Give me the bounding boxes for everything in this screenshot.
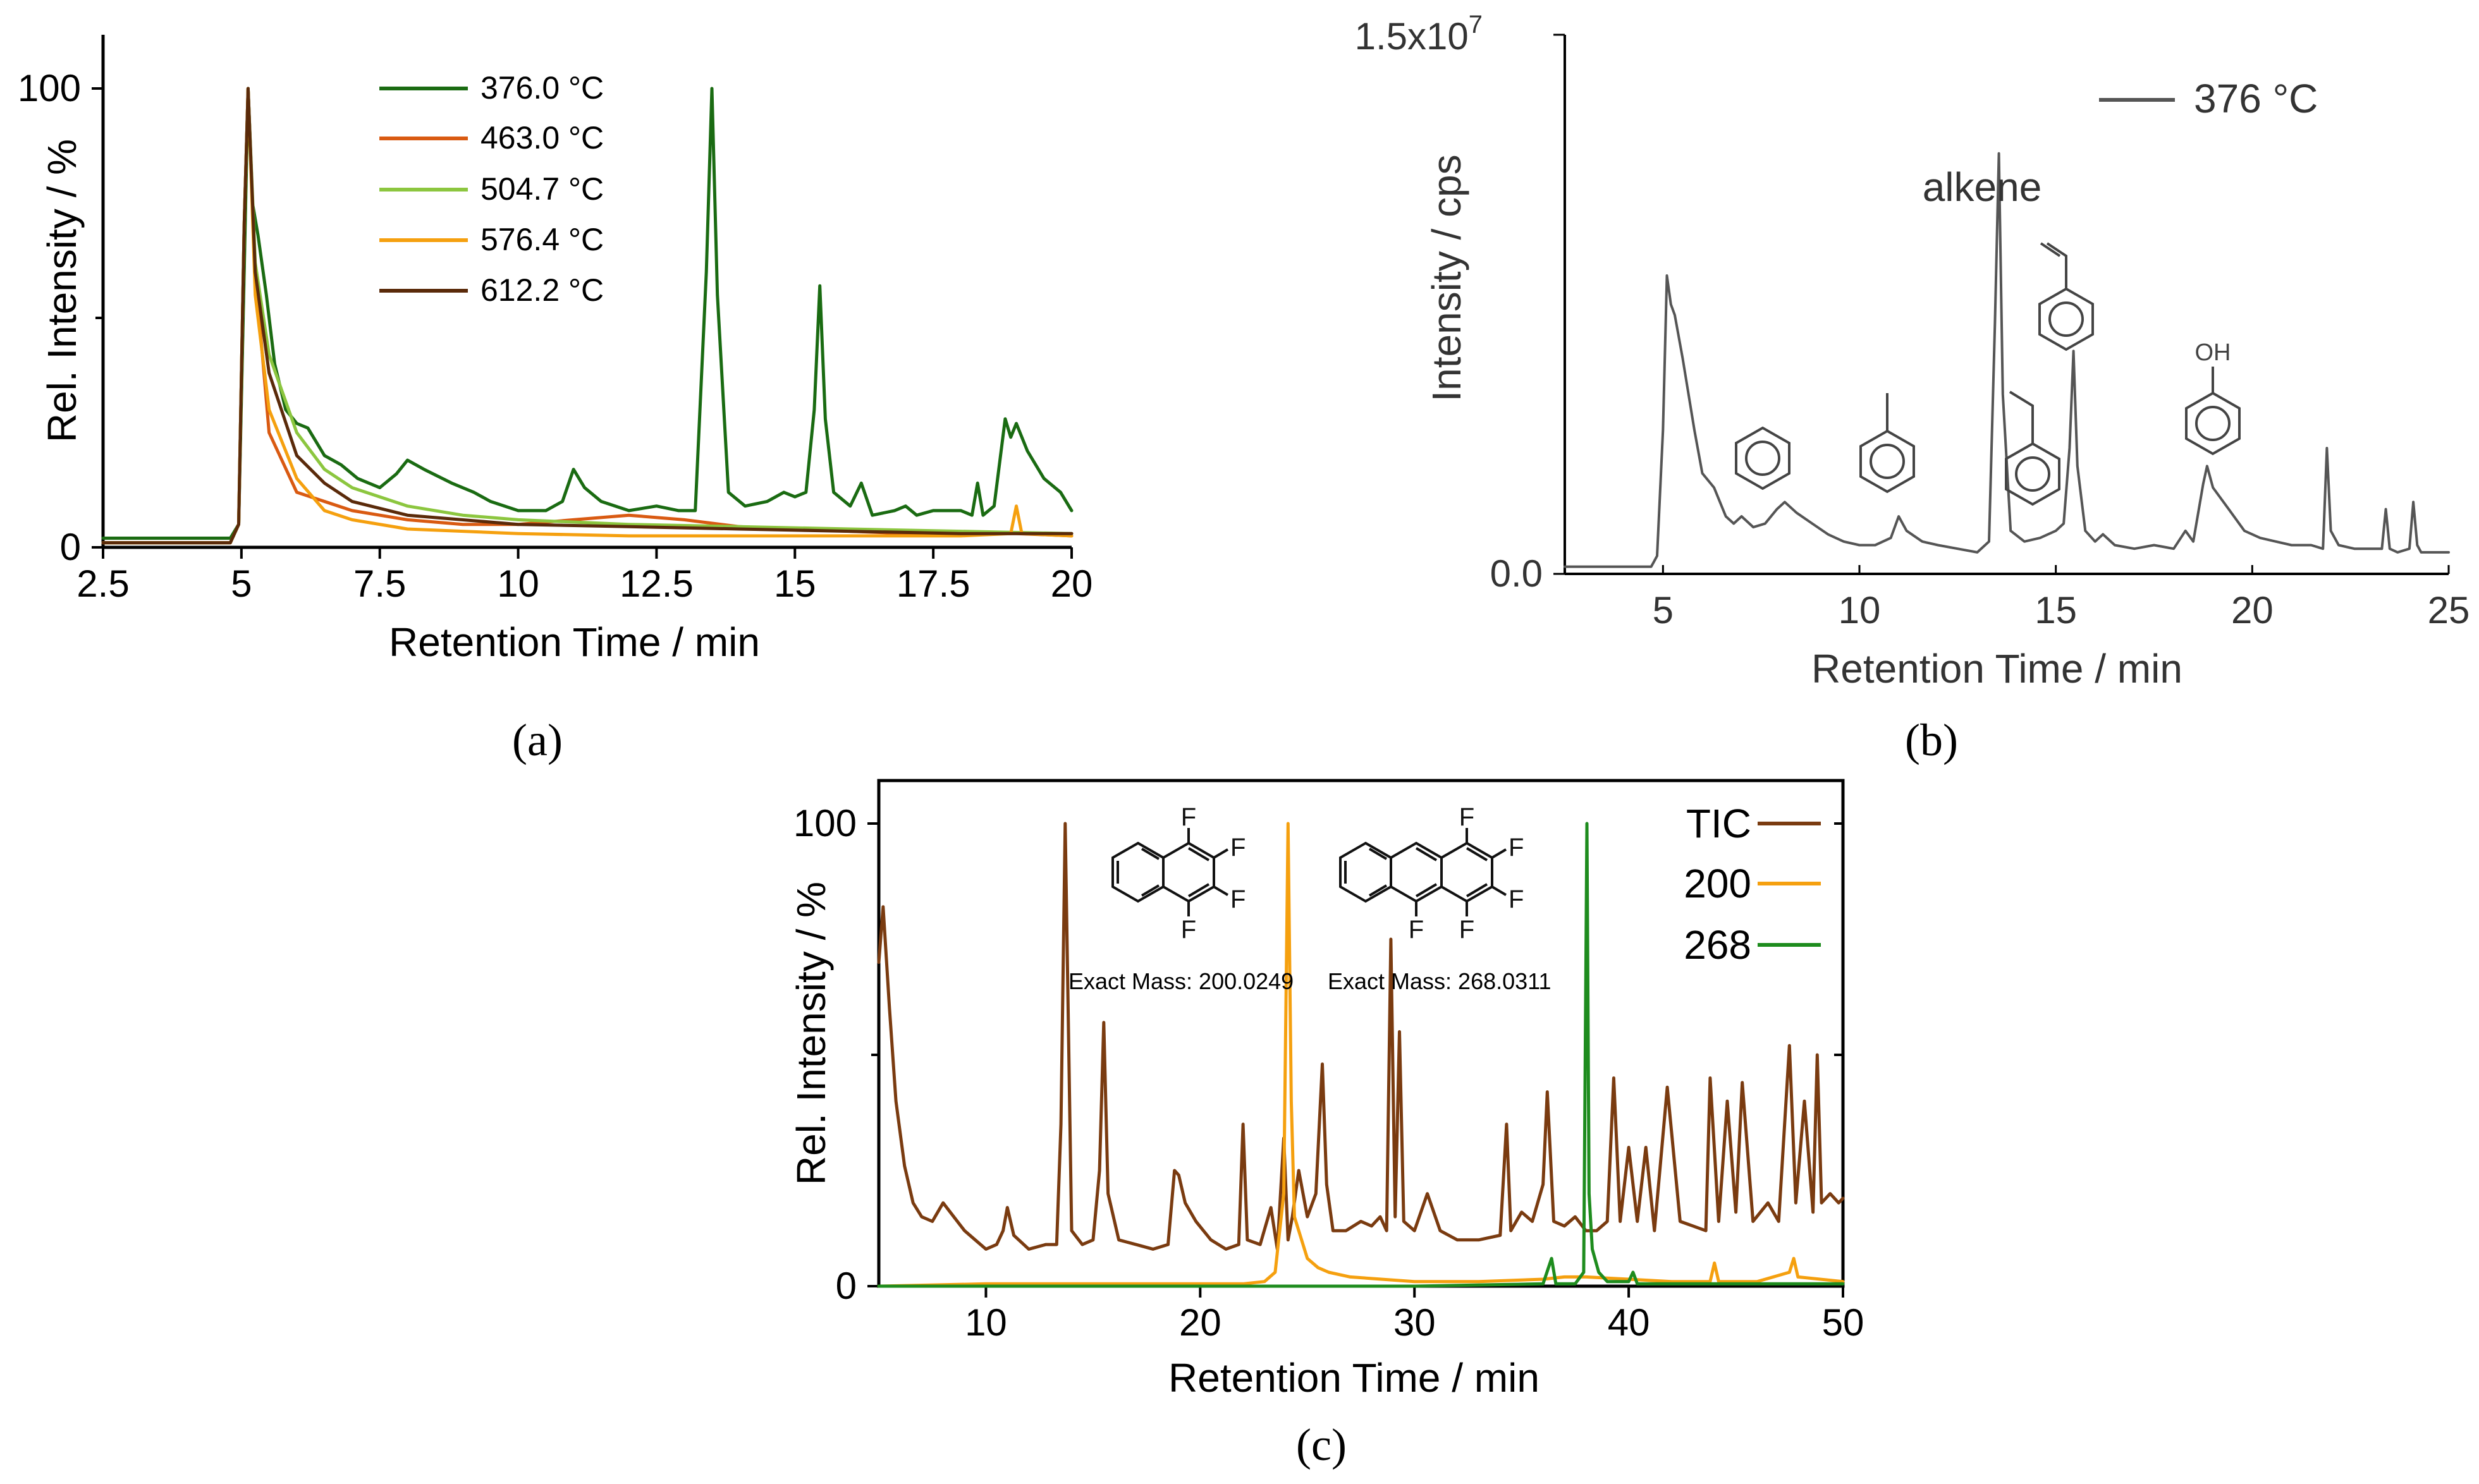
panel-a-label: (a) xyxy=(512,715,563,765)
series-line-268 xyxy=(877,822,1845,1288)
tetrafluoronaphthalene-structure: F F F F xyxy=(1111,803,1246,944)
atom-label-f: F xyxy=(1181,803,1196,831)
legend-label-612: 612.2 °C xyxy=(480,272,604,308)
legend-label-376: 376.0 °C xyxy=(480,70,604,106)
panel-c-legend: TIC 200 268 xyxy=(1684,801,1821,968)
panel-b-ticks: 5 10 15 20 25 0.0 xyxy=(1490,33,2470,631)
ethylbenzene-structure xyxy=(2005,391,2060,506)
annotation-exact-mass-200: Exact Mass: 200.0249 xyxy=(1068,968,1294,994)
panel-c-label: (c) xyxy=(1296,1420,1347,1470)
x-tick-label: 7.5 xyxy=(353,563,406,605)
panel-b-label: (b) xyxy=(1905,715,1958,765)
panel-c-x-axis-title: Retention Time / min xyxy=(1168,1355,1539,1401)
panel-b-ytick-top-exponent: 7 xyxy=(1469,11,1483,39)
series-line-tic xyxy=(877,822,1845,1251)
series-line-200 xyxy=(877,822,1845,1288)
panel-c-frame xyxy=(877,779,1845,1288)
y-tick-label: 100 xyxy=(18,67,81,109)
legend-label-b-376: 376 °C xyxy=(2194,76,2318,121)
atom-label-f: F xyxy=(1409,916,1424,944)
x-tick-label: 5 xyxy=(231,563,252,605)
x-tick-label: 10 xyxy=(497,563,539,605)
legend-label-tic: TIC xyxy=(1686,801,1751,846)
y-tick-label: 0.0 xyxy=(1490,552,1543,595)
legend-label-504: 504.7 °C xyxy=(480,171,604,207)
panel-a-y-axis-title: Rel. Intensity / % xyxy=(39,139,85,442)
series-line-576-4-c xyxy=(101,87,1074,545)
panel-b-chart: 5 10 15 20 25 0.0 1.5x107 Retention Time / mi… xyxy=(1355,11,2470,765)
panel-a-ticks: 2.5 5 7.5 10 12.5 15 17.5 20 0 100 xyxy=(18,67,1093,605)
annotation-exact-mass-268: Exact Mass: 268.0311 xyxy=(1328,968,1552,994)
y-tick-label: 0 xyxy=(836,1265,857,1307)
x-tick-label: 2.5 xyxy=(77,563,129,605)
y-tick-label: 100 xyxy=(793,802,857,844)
panel-b-ytick-top: 1.5x107 xyxy=(1355,11,1483,58)
panel-c-y-axis-title: Rel. Intensity / % xyxy=(788,882,834,1185)
styrene-structure xyxy=(2038,242,2094,351)
panel-c-ticks: 10 20 30 40 50 0 100 xyxy=(793,802,1864,1344)
legend-label-576: 576.4 °C xyxy=(480,222,604,257)
panel-b-y-axis-title: Intensity / cps xyxy=(1424,154,1469,401)
legend-label-200: 200 xyxy=(1684,861,1751,906)
toluene-structure xyxy=(1859,393,1915,494)
series-line-504-7-c xyxy=(101,87,1074,545)
atom-label-f: F xyxy=(1509,885,1524,913)
x-tick-label: 20 xyxy=(1179,1301,1221,1344)
series-line-376-0-c xyxy=(101,87,1074,540)
panel-a-series xyxy=(101,87,1074,545)
y-tick-label: 0 xyxy=(60,526,81,568)
panel-c-series xyxy=(877,822,1845,1288)
x-tick-label: 12.5 xyxy=(620,563,694,605)
panel-a-legend: 376.0 °C 463.0 °C 504.7 °C 576.4 °C 612.… xyxy=(379,70,604,308)
panel-b-x-axis-title: Retention Time / min xyxy=(1811,646,2182,691)
x-tick-label: 50 xyxy=(1822,1301,1864,1344)
series-line-376-c xyxy=(1564,152,2450,568)
series-line-612-2-c xyxy=(101,87,1074,545)
panel-a-chart: 2.5 5 7.5 10 12.5 15 17.5 20 0 100 Retention Time… xyxy=(18,35,1093,765)
atom-label-f: F xyxy=(1459,803,1474,831)
series-line-463-0-c xyxy=(101,87,1074,545)
x-tick-label: 17.5 xyxy=(897,563,970,605)
x-tick-label: 15 xyxy=(2035,589,2077,631)
x-tick-label: 10 xyxy=(965,1301,1007,1344)
panel-b-series xyxy=(1564,152,2450,568)
panel-b-legend: 376 °C xyxy=(2099,76,2318,121)
panel-a-x-axis-title: Retention Time / min xyxy=(389,619,760,665)
atom-label-f: F xyxy=(1230,885,1246,913)
annotation-alkene: alkene xyxy=(1923,164,2042,210)
atom-label-f: F xyxy=(1181,916,1196,944)
x-tick-label: 20 xyxy=(2231,589,2274,631)
phenol-structure: OH xyxy=(2185,339,2241,456)
x-tick-label: 20 xyxy=(1051,563,1093,605)
x-tick-label: 5 xyxy=(1653,589,1674,631)
x-tick-label: 25 xyxy=(2428,589,2470,631)
x-tick-label: 30 xyxy=(1393,1301,1436,1344)
tetrafluoroanthracene-structure: F F F F F xyxy=(1339,803,1524,944)
panel-b-ytick-top-mantissa: 1.5x10 xyxy=(1355,15,1469,58)
phenol-oh-label: OH xyxy=(2195,339,2231,366)
benzene-structure xyxy=(1735,426,1790,490)
panel-c-chart: 10 20 30 40 50 0 100 Retention Time / min Rel.… xyxy=(788,779,1864,1470)
atom-label-f: F xyxy=(1509,834,1524,861)
x-tick-label: 40 xyxy=(1608,1301,1650,1344)
x-tick-label: 15 xyxy=(774,563,816,605)
legend-label-268: 268 xyxy=(1684,922,1751,968)
atom-label-f: F xyxy=(1459,916,1474,944)
x-tick-label: 10 xyxy=(1839,589,1881,631)
atom-label-f: F xyxy=(1230,834,1246,861)
legend-label-463: 463.0 °C xyxy=(480,120,604,155)
